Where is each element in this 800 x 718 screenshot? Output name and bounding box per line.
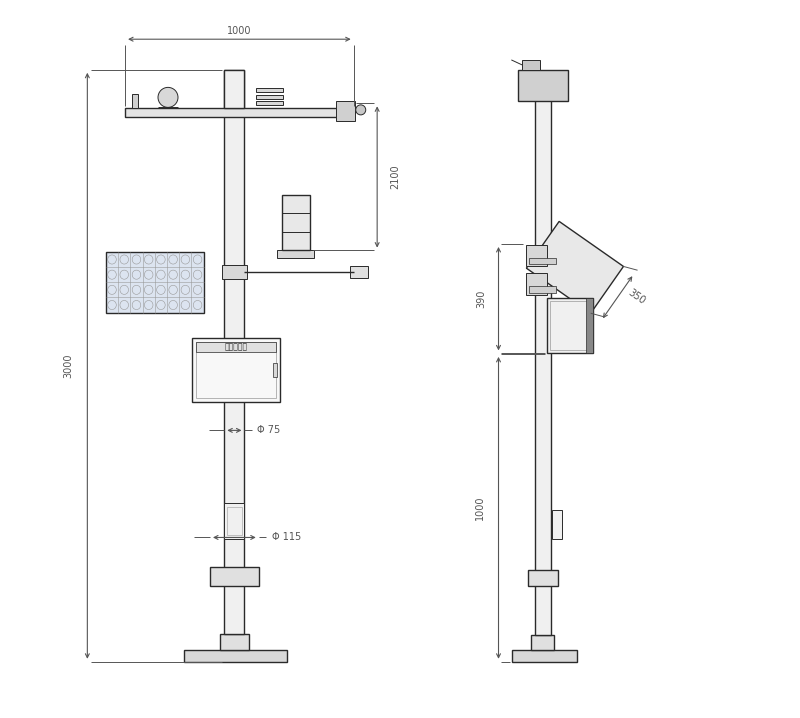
Bar <box>185 650 287 662</box>
Bar <box>106 252 204 312</box>
Bar <box>512 650 577 662</box>
Text: 1000: 1000 <box>227 26 252 36</box>
Bar <box>256 95 283 99</box>
Bar <box>125 108 354 117</box>
Bar <box>530 258 556 264</box>
Bar <box>282 195 310 251</box>
Bar <box>273 363 278 377</box>
Text: Φ 75: Φ 75 <box>258 425 281 435</box>
Bar <box>196 342 276 398</box>
Bar <box>350 266 368 278</box>
Text: 3000: 3000 <box>64 353 74 378</box>
Bar <box>336 101 355 121</box>
Bar <box>224 70 244 108</box>
Bar <box>191 337 280 402</box>
Bar <box>210 567 258 586</box>
Bar <box>227 508 242 535</box>
Text: 2100: 2100 <box>390 164 401 190</box>
Bar <box>132 94 138 108</box>
Bar <box>550 301 590 350</box>
Circle shape <box>356 105 366 115</box>
Bar <box>526 245 547 266</box>
Bar <box>522 60 540 70</box>
Circle shape <box>158 88 178 108</box>
Bar <box>547 298 593 353</box>
Bar <box>256 101 283 106</box>
Bar <box>256 88 283 93</box>
Text: 环境监测站: 环境监测站 <box>224 342 247 351</box>
Bar <box>535 73 550 635</box>
Bar <box>224 503 244 539</box>
Bar <box>196 342 276 352</box>
Bar <box>586 298 593 353</box>
Text: 350: 350 <box>626 288 647 307</box>
Bar <box>278 251 314 258</box>
Bar <box>518 70 568 101</box>
Bar <box>552 510 562 539</box>
Text: 1000: 1000 <box>475 495 485 520</box>
Bar <box>526 274 547 295</box>
Bar <box>220 634 249 650</box>
Polygon shape <box>526 221 623 313</box>
Bar <box>530 286 556 293</box>
Text: Φ 115: Φ 115 <box>271 533 301 543</box>
Bar <box>224 70 244 634</box>
Bar <box>222 265 247 279</box>
Text: 390: 390 <box>476 289 486 308</box>
Bar <box>528 569 558 586</box>
Bar <box>531 635 554 650</box>
